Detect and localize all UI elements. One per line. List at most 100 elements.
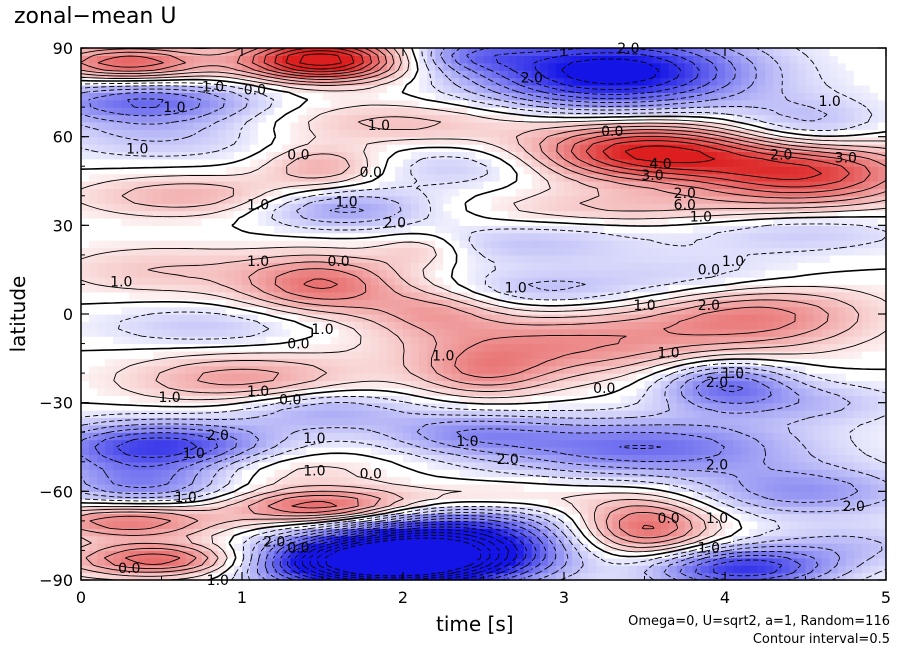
field-cell xyxy=(547,572,557,581)
field-cell xyxy=(467,565,477,574)
field-cell xyxy=(716,254,726,263)
field-cell xyxy=(749,373,758,382)
field-cell xyxy=(201,520,211,529)
field-cell xyxy=(499,247,509,256)
field-cell xyxy=(555,447,565,455)
field-cell xyxy=(636,461,646,470)
field-cell xyxy=(821,550,831,559)
field-cell xyxy=(362,314,372,322)
field-cell xyxy=(330,550,340,559)
field-cell xyxy=(773,513,782,522)
field-cell xyxy=(290,498,299,507)
field-cell xyxy=(765,402,774,411)
field-cell xyxy=(451,343,460,352)
field-cell xyxy=(877,543,887,552)
field-cell xyxy=(153,387,163,396)
field-cell xyxy=(386,417,396,426)
field-cell xyxy=(242,284,251,293)
field-cell xyxy=(153,380,163,389)
field-cell xyxy=(129,380,138,389)
field-cell xyxy=(322,336,332,345)
field-cell xyxy=(765,328,774,337)
field-cell xyxy=(137,291,146,300)
field-cell xyxy=(250,395,259,404)
field-cell xyxy=(258,572,267,581)
field-cell xyxy=(258,410,267,419)
field-cell xyxy=(370,557,380,566)
field-cell xyxy=(612,262,621,271)
field-cell xyxy=(652,491,662,500)
field-cell xyxy=(177,557,187,566)
field-cell xyxy=(209,417,219,426)
field-cell xyxy=(821,306,831,315)
field-cell xyxy=(644,240,654,249)
field-cell xyxy=(386,336,396,345)
field-cell xyxy=(97,291,106,300)
field-cell xyxy=(169,417,179,426)
field-cell xyxy=(716,535,726,544)
field-cell xyxy=(177,314,187,322)
field-cell xyxy=(290,572,299,581)
field-cell xyxy=(507,365,517,374)
field-cell xyxy=(620,410,629,419)
field-cell xyxy=(708,225,718,234)
field-cell xyxy=(378,217,388,226)
field-cell xyxy=(555,217,565,226)
field-cell xyxy=(370,247,380,256)
field-cell xyxy=(692,321,702,330)
field-cell xyxy=(225,336,235,345)
field-cell xyxy=(250,269,259,278)
field-cell xyxy=(716,336,726,345)
field-cell xyxy=(97,380,106,389)
field-cell xyxy=(692,483,702,492)
field-cell xyxy=(209,491,219,500)
field-cell xyxy=(306,299,316,308)
field-cell xyxy=(531,365,541,374)
field-cell xyxy=(338,321,348,330)
field-cell xyxy=(604,254,613,263)
field-cell xyxy=(588,328,597,337)
field-cell xyxy=(113,387,122,396)
field-cell xyxy=(467,321,477,330)
field-cell xyxy=(185,491,195,500)
field-cell xyxy=(459,506,468,515)
field-cell xyxy=(89,454,98,463)
field-cell xyxy=(258,447,267,455)
field-cell xyxy=(225,439,235,448)
field-cell xyxy=(354,550,364,559)
field-cell xyxy=(427,535,436,544)
field-cell xyxy=(419,328,428,337)
field-cell xyxy=(644,557,654,566)
field-cell xyxy=(113,343,122,352)
field-cell xyxy=(708,469,718,478)
field-cell xyxy=(290,528,299,537)
field-cell xyxy=(346,269,356,278)
field-cell xyxy=(81,210,90,219)
field-cell xyxy=(435,454,444,463)
field-cell xyxy=(515,469,525,478)
field-cell xyxy=(628,424,638,433)
field-cell xyxy=(523,454,533,463)
field-cell xyxy=(451,572,460,581)
field-cell xyxy=(539,572,549,581)
field-cell xyxy=(564,358,573,367)
field-cell xyxy=(121,550,130,559)
field-cell xyxy=(676,284,686,293)
field-cell xyxy=(660,328,670,337)
field-cell xyxy=(765,232,774,241)
field-cell xyxy=(443,461,452,470)
field-cell xyxy=(628,358,638,367)
field-cell xyxy=(266,535,275,544)
field-cell xyxy=(837,247,847,256)
field-cell xyxy=(403,432,412,441)
field-cell xyxy=(588,395,597,404)
field-cell xyxy=(403,483,412,492)
field-cell xyxy=(290,269,299,278)
field-cell xyxy=(821,240,831,249)
field-cell xyxy=(258,328,267,337)
field-cell xyxy=(443,373,452,382)
field-cell xyxy=(169,454,179,463)
field-cell xyxy=(121,557,130,566)
field-cell xyxy=(491,447,501,455)
field-cell xyxy=(700,269,710,278)
